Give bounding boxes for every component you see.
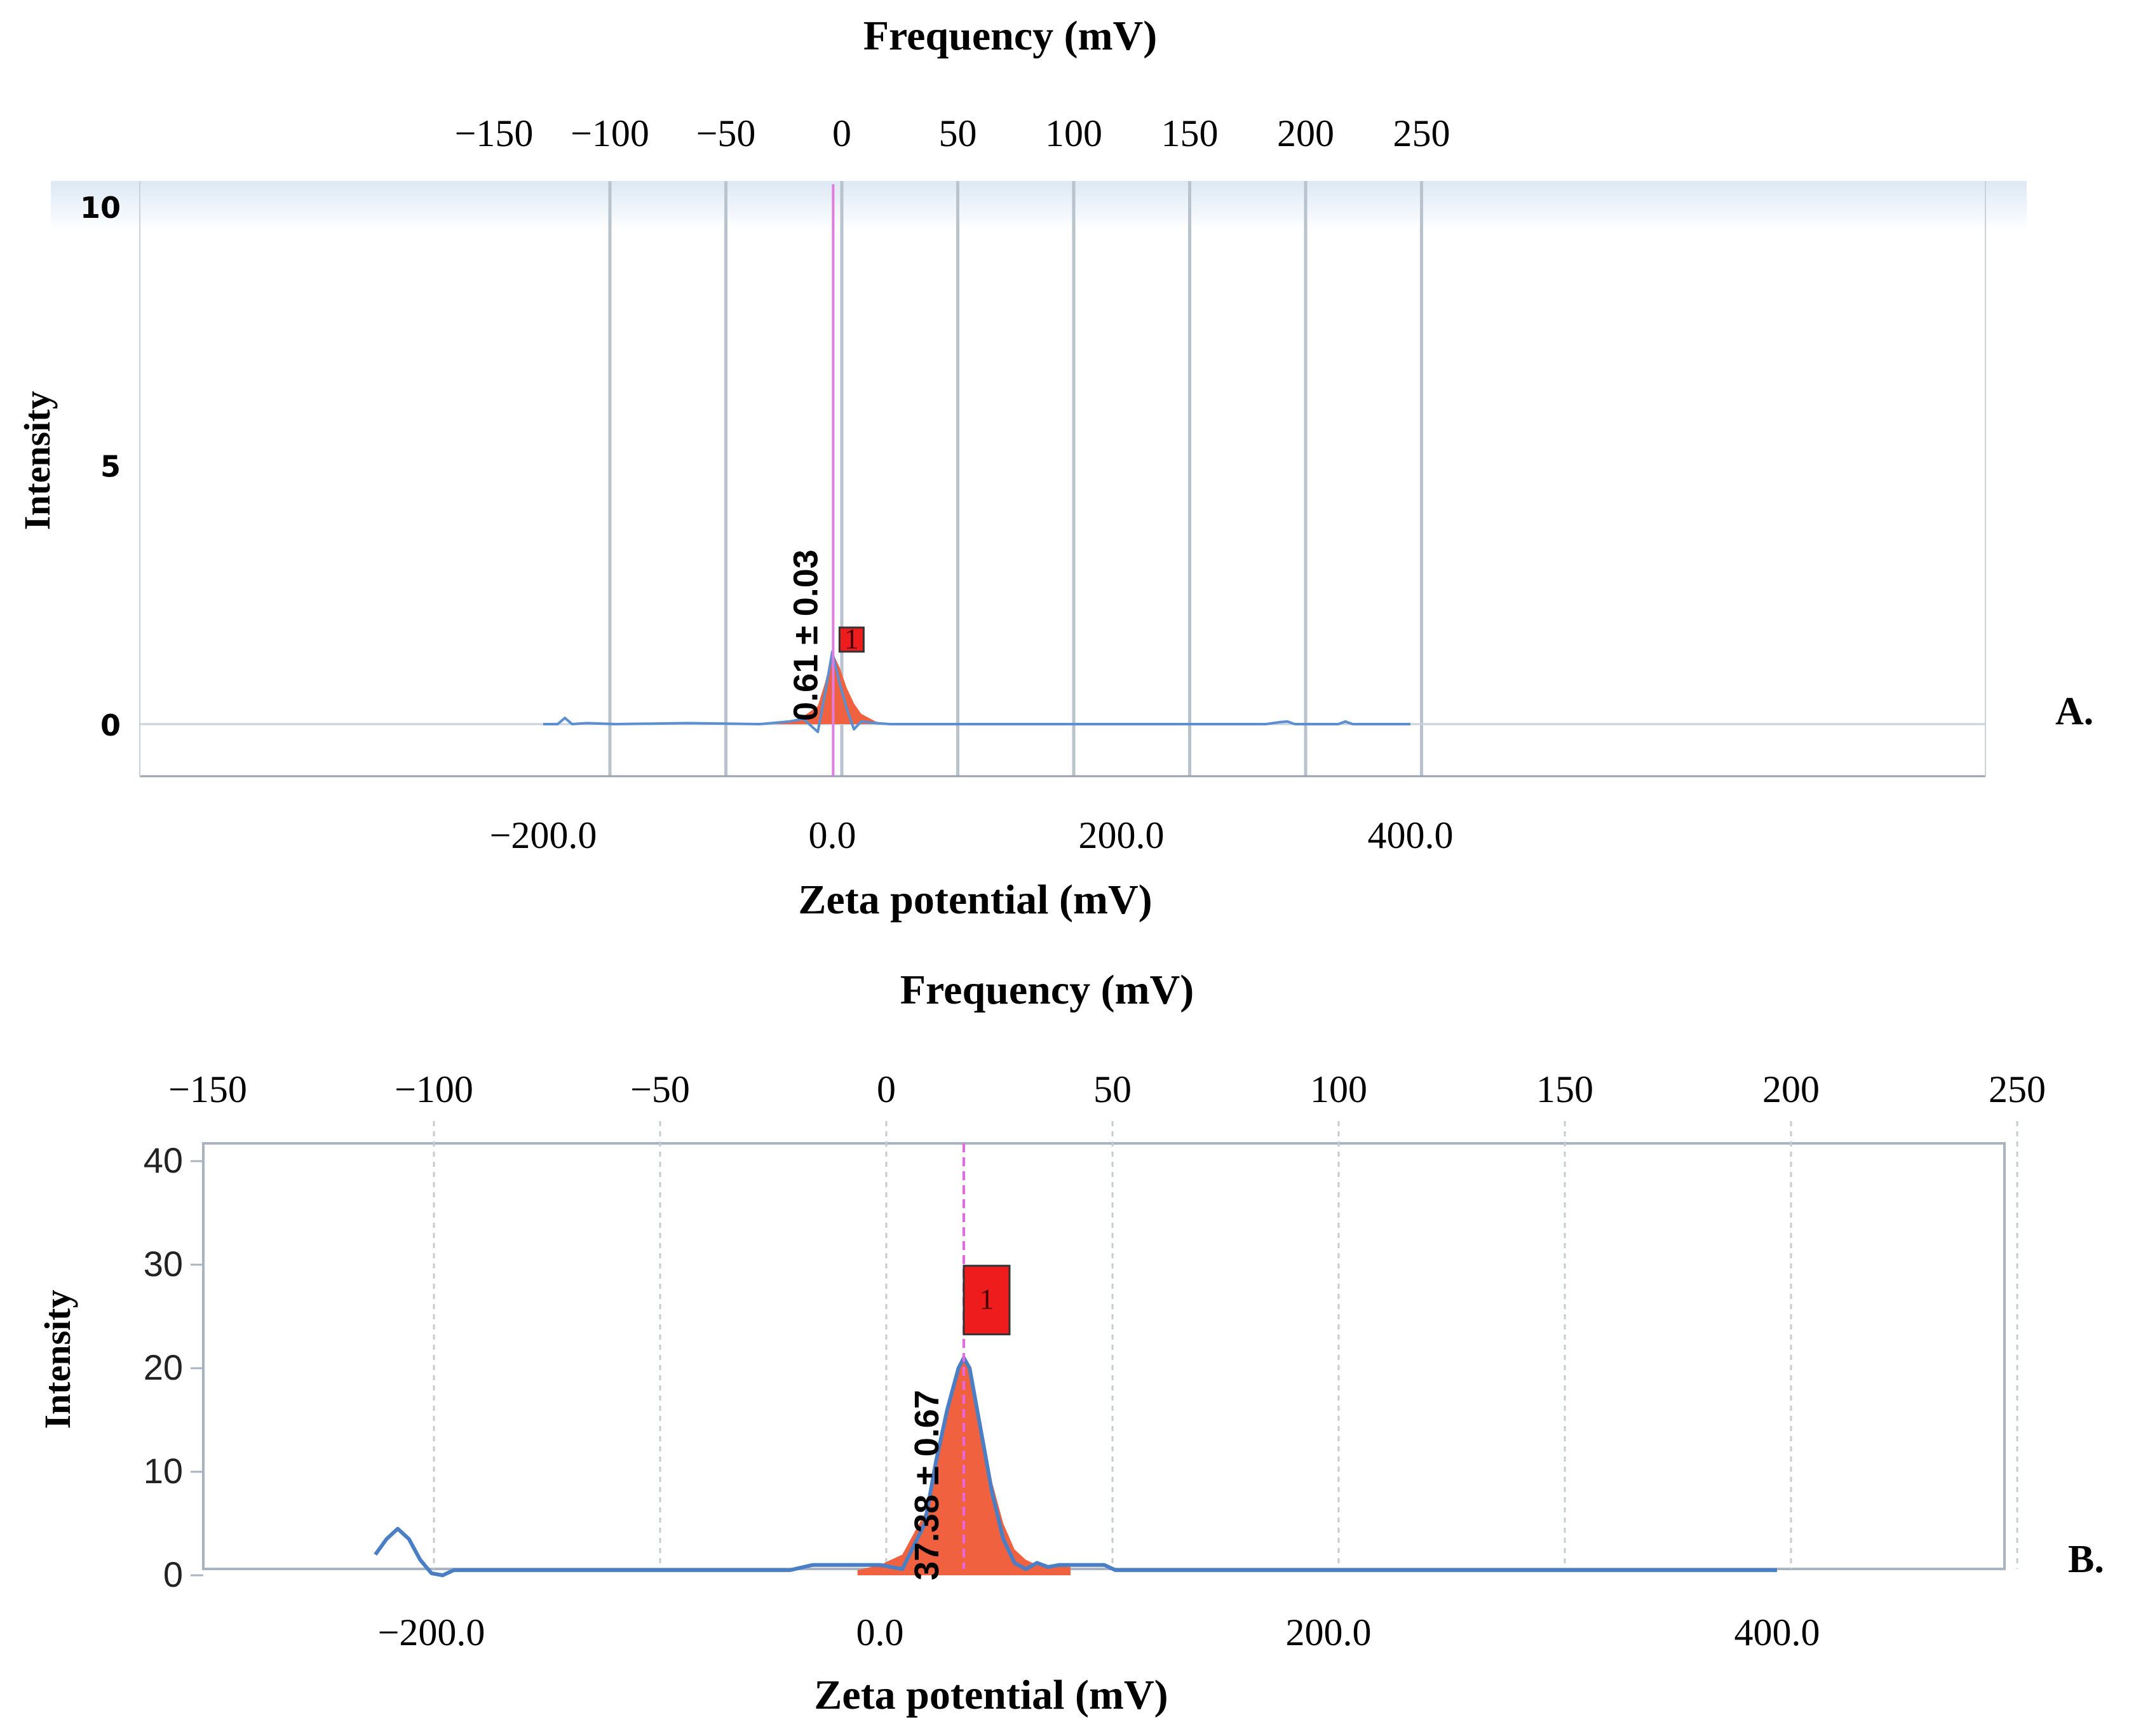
panel-a-top-tick-label: −150 bbox=[455, 112, 534, 154]
panel-b-y-tick-label: 40 bbox=[144, 1140, 183, 1180]
panel-b-peak-marker-number: 1 bbox=[979, 1283, 994, 1315]
panel-b-y-tick-label: 0 bbox=[163, 1554, 183, 1594]
panel-a-y-tick-label: 5 bbox=[100, 450, 121, 484]
panel-a: Frequency (mV) −150 −100 −50 0 50 100 150 200 25… bbox=[17, 13, 2093, 923]
panel-b-plot-frame bbox=[202, 1142, 2006, 1570]
panel-a-top-tick-label: 200 bbox=[1277, 112, 1334, 154]
panel-a-x-tick-label: 400.0 bbox=[1368, 814, 1454, 856]
panel-b-x-tick-label: 200.0 bbox=[1286, 1612, 1372, 1653]
panel-a-top-tick-label: −100 bbox=[571, 112, 649, 154]
panel-a-curve-group bbox=[543, 650, 1410, 734]
panel-a-top-tick-label: 50 bbox=[939, 112, 977, 154]
panel-b-top-tick-label: 200 bbox=[1762, 1068, 1820, 1110]
panel-a-top-tick-label: −50 bbox=[696, 112, 756, 154]
panel-b-gridlines bbox=[433, 1121, 2018, 1569]
panel-a-top-tick-label: 250 bbox=[1393, 112, 1450, 154]
panel-b-x-tick-label: 0.0 bbox=[856, 1612, 904, 1653]
panel-b-top-tick-label: 100 bbox=[1310, 1068, 1367, 1110]
panel-a-top-tick-label: 150 bbox=[1161, 112, 1219, 154]
panel-a-x-tick-label: −200.0 bbox=[490, 814, 597, 856]
panel-a-y-tick-label: 10 bbox=[80, 191, 121, 225]
panel-a-top-ticks: −150 −100 −50 0 50 100 150 200 250 bbox=[455, 112, 1450, 154]
panel-a-x-tick-label: 0.0 bbox=[809, 814, 856, 856]
panel-a-x-axis-title: Zeta potential (mV) bbox=[798, 877, 1152, 923]
panel-b-top-tick-label: 250 bbox=[1989, 1068, 2046, 1110]
panel-a-y-ticks: 0 5 10 bbox=[80, 191, 121, 743]
panel-b-top-tick-label: 50 bbox=[1093, 1068, 1132, 1110]
panel-a-plot-header bbox=[51, 181, 2027, 231]
panel-a-peak-value-label: 0.61 ± 0.03 bbox=[787, 549, 825, 721]
panel-a-gridlines bbox=[140, 181, 1985, 776]
panel-b-y-axis-label: Intensity bbox=[37, 1289, 78, 1429]
panel-b-intensity-curve bbox=[374, 1356, 1777, 1577]
panel-b-x-axis-title: Zeta potential (mV) bbox=[814, 1672, 1168, 1718]
panel-b-top-tick-label: −50 bbox=[630, 1068, 690, 1110]
panel-b-y-tick-label: 20 bbox=[144, 1347, 183, 1387]
panel-b-y-tick-label: 30 bbox=[144, 1244, 183, 1284]
panel-a-intensity-curve bbox=[543, 650, 1410, 734]
panel-a-top-tick-label: 100 bbox=[1045, 112, 1102, 154]
panel-b-x-tick-label: 400.0 bbox=[1734, 1612, 1820, 1653]
panel-b-y-ticks: 0 10 20 30 40 bbox=[144, 1140, 203, 1594]
panel-b-x-ticks: −200.0 0.0 200.0 400.0 bbox=[378, 1612, 1820, 1653]
panel-b-top-tick-label: −150 bbox=[168, 1068, 247, 1110]
panel-a-y-axis-label: Intensity bbox=[17, 391, 58, 530]
panel-b-top-axis-title: Frequency (mV) bbox=[900, 967, 1194, 1013]
panel-a-label: A. bbox=[2055, 690, 2093, 733]
panel-b-y-tick-label: 10 bbox=[144, 1451, 183, 1491]
panel-a-peak-marker-line-group: 1 0.61 ± 0.03 bbox=[787, 184, 865, 776]
panel-a-peak-marker-number: 1 bbox=[844, 622, 859, 655]
panel-b-x-tick-label: −200.0 bbox=[378, 1612, 485, 1653]
panel-a-top-tick-label: 0 bbox=[832, 112, 851, 154]
panel-b-top-tick-label: 150 bbox=[1536, 1068, 1593, 1110]
panel-a-top-axis-title: Frequency (mV) bbox=[863, 13, 1158, 59]
panel-a-x-tick-label: 200.0 bbox=[1079, 814, 1165, 856]
panel-b-curve-group bbox=[374, 1356, 1777, 1577]
panel-b-top-tick-label: 0 bbox=[877, 1068, 896, 1110]
panel-b-label: B. bbox=[2068, 1538, 2104, 1581]
panel-b-peak-value-label: 37.38 ± 0.67 bbox=[908, 1390, 946, 1580]
panel-b-top-tick-label: −100 bbox=[395, 1068, 473, 1110]
panel-b-peak-marker-box bbox=[963, 1265, 1011, 1336]
panel-b-peak-marker-line-group: 1 37.38 ± 0.67 bbox=[908, 1143, 1011, 1580]
panel-b: Frequency (mV) −150 −100 −50 0 50 100 150 200 25… bbox=[37, 967, 2104, 1718]
panel-b-top-ticks: −150 −100 −50 0 50 100 150 200 250 bbox=[168, 1068, 2046, 1110]
panel-a-peak-marker-box bbox=[838, 626, 865, 653]
panel-a-y-tick-label: 0 bbox=[100, 708, 121, 743]
panel-a-x-ticks: −200.0 0.0 200.0 400.0 bbox=[490, 814, 1454, 856]
